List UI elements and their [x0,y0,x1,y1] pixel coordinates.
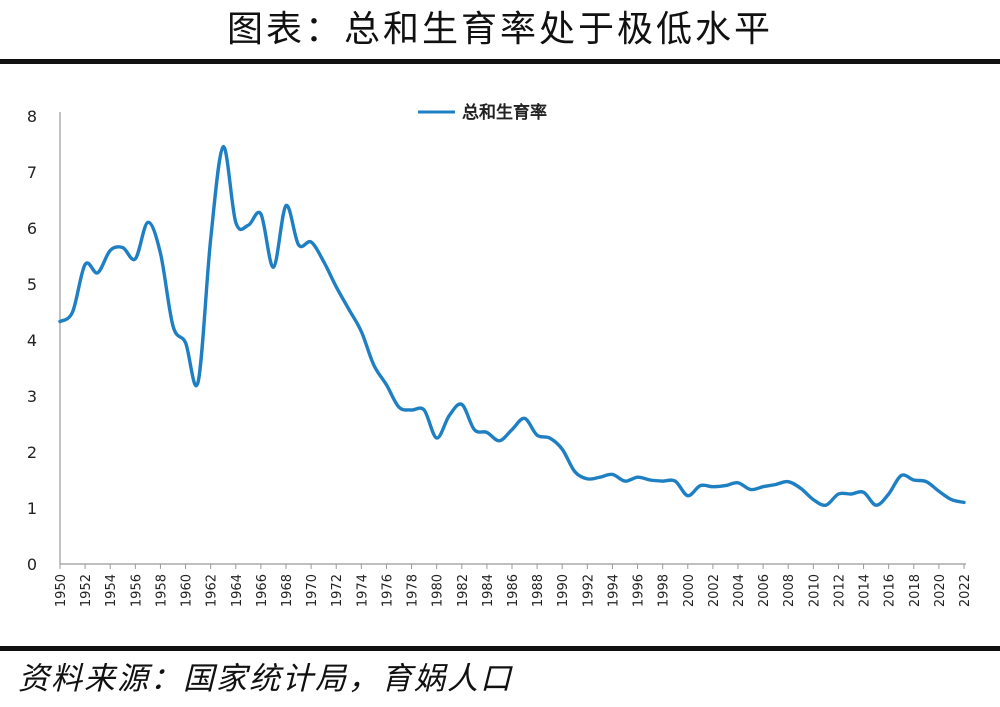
y-tick-label: 4 [27,331,37,350]
legend-label: 总和生育率 [462,102,547,123]
x-tick-label: 1978 [406,574,421,607]
y-tick-label: 5 [27,275,37,294]
y-tick-label: 8 [27,107,37,126]
x-tick-label: 2016 [883,574,898,607]
series-layer [58,145,966,508]
x-tick-label: 1976 [380,574,395,607]
x-tick-label: 1990 [556,574,571,607]
y-tick-label: 1 [27,499,37,518]
x-tick-label: 2004 [732,574,747,607]
x-tick-label: 2020 [933,574,948,607]
x-tick-label: 1994 [606,574,621,607]
x-tick-label: 1964 [230,574,245,607]
x-tick-label: 1956 [129,574,144,607]
x-tick-label: 2010 [807,574,822,607]
x-tick-label: 1986 [506,574,521,607]
x-tick-label: 2022 [958,574,973,607]
y-tick-label: 7 [27,163,37,182]
x-tick-label: 1982 [456,574,471,607]
x-axis: 1950 1952 1954 1956 1958 1960 1962 1964 1966 1968… [54,563,973,607]
x-tick-label: 1952 [79,574,94,607]
y-tick-label: 2 [27,443,37,462]
x-tick-label: 1962 [205,574,220,607]
x-tick-label: 1996 [632,574,647,607]
y-axis: 0 1 2 3 4 5 6 7 8 [27,107,61,574]
x-tick-label: 1960 [180,574,195,607]
x-tick-label: 1950 [54,574,69,607]
series-line-1 [58,145,966,508]
x-tick-label: 2006 [757,574,772,607]
x-tick-label: 1998 [657,574,672,607]
x-tick-label: 1954 [104,574,119,607]
x-tick-label: 2012 [832,574,847,607]
x-tick-label: 1970 [305,574,320,607]
x-tick-label: 2002 [707,574,722,607]
y-tick-label: 6 [27,219,37,238]
x-tick-label: 2008 [782,574,797,607]
legend: 总和生育率 [418,102,547,123]
x-tick-label: 1968 [280,574,295,607]
source-note: 资料来源：国家统计局，育娲人口 [18,661,513,697]
x-tick-label: 1980 [431,574,446,607]
x-tick-label: 1966 [255,574,270,607]
page-title: 图表：总和生育率处于极低水平 [226,9,773,50]
x-tick-label: 1988 [531,574,546,607]
x-tick-label: 1992 [581,574,596,607]
bottom-rule [0,646,1000,651]
x-tick-label: 1958 [154,574,169,607]
y-tick-label: 0 [27,555,37,574]
x-tick-label: 1984 [481,574,496,607]
x-tick-label: 2014 [858,574,873,607]
x-tick-label: 1972 [330,574,345,607]
top-rule [0,59,1000,64]
y-tick-label: 3 [27,387,37,406]
x-tick-label: 2018 [908,574,923,607]
x-tick-label: 2000 [682,574,697,607]
x-tick-label: 1974 [355,574,370,607]
